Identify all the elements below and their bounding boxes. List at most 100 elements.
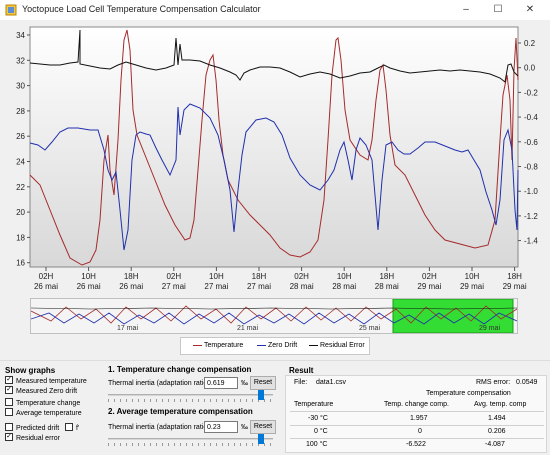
- x-axis-tick-date: 29 mai: [503, 282, 527, 291]
- checkbox-box[interactable]: [65, 423, 73, 431]
- overview-label: 21 mai: [237, 325, 258, 332]
- permille-unit: ‰: [241, 380, 248, 387]
- left-axis-tick-label: 26: [16, 132, 25, 141]
- overview-navigator[interactable]: 17 mai 21 mai 25 mai 29 mai: [30, 298, 518, 334]
- overview-selection[interactable]: [392, 298, 514, 334]
- result-title: Result: [289, 366, 314, 375]
- avg-temp-reset-button[interactable]: Reset: [250, 420, 276, 434]
- x-axis-tick-time: 02H: [166, 272, 181, 281]
- col-avg-temp: Avg. temp. comp: [474, 401, 527, 408]
- checkbox-box[interactable]: [5, 398, 13, 406]
- left-axis-tick-label: 16: [16, 259, 25, 268]
- checkbox-predicted-drift[interactable]: Predicted drift: [5, 423, 59, 434]
- legend-residual-error: Residual Error: [309, 342, 365, 349]
- checkbox-measured-temperature[interactable]: ✓ Measured temperature: [5, 376, 87, 385]
- left-axis-tick-label: 30: [16, 82, 25, 91]
- overview-residual-line: [30, 307, 518, 310]
- left-axis-tick-label: 18: [16, 233, 25, 242]
- x-axis-tick-time: 02H: [294, 272, 309, 281]
- right-axis-tick-label: 0.0: [524, 64, 536, 73]
- rms-label: RMS error:: [476, 379, 511, 386]
- right-axis-tick-label: -1.0: [524, 187, 538, 196]
- x-axis-tick-date: 27 mai: [204, 282, 228, 291]
- overview-drift-line: [30, 312, 518, 325]
- row-change: -6.522: [406, 441, 426, 448]
- maximize-button[interactable]: ☐: [493, 4, 503, 15]
- checkbox-f-prime[interactable]: f': [65, 423, 79, 434]
- table-divider: [290, 425, 544, 426]
- file-name: data1.csv: [316, 379, 346, 386]
- x-axis-tick-date: 26 mai: [119, 282, 143, 291]
- right-axis-tick-label: -0.2: [524, 88, 538, 97]
- checkbox-box[interactable]: [5, 408, 13, 416]
- checkbox-box[interactable]: ✓: [5, 376, 13, 384]
- slider-ticks: [108, 399, 273, 402]
- left-axis-tick-label: 24: [16, 158, 25, 167]
- row-avg: 1.494: [488, 415, 506, 422]
- col-temp-change: Temp. change comp.: [384, 401, 449, 408]
- temp-change-reset-button[interactable]: Reset: [250, 376, 276, 390]
- x-axis-tick-time: 18H: [252, 272, 267, 281]
- temp-change-inertia-input[interactable]: 0.619: [204, 377, 238, 389]
- x-axis-tick-date: 29 mai: [417, 282, 441, 291]
- row-temp: 0 °C: [314, 428, 328, 435]
- temperature-series-line: [29, 29, 519, 266]
- checkbox-box[interactable]: [5, 423, 13, 431]
- temp-change-slider-thumb[interactable]: [258, 390, 265, 400]
- plot-area: [29, 26, 519, 268]
- right-axis-tick-label: 0.2: [524, 39, 536, 48]
- checkbox-temperature-change[interactable]: Temperature change: [5, 398, 80, 409]
- checkbox-average-temperature[interactable]: Average temperature: [5, 408, 82, 419]
- x-axis-tick-date: 28 mai: [290, 282, 314, 291]
- left-axis-tick-label: 28: [16, 107, 25, 116]
- zero-drift-series-line: [29, 103, 519, 251]
- avg-temp-slider-thumb[interactable]: [258, 434, 265, 444]
- row-avg: 0.206: [488, 428, 506, 435]
- row-change: 0: [418, 428, 422, 435]
- x-axis-tick-date: 26 mai: [34, 282, 58, 291]
- right-axis-tick-label: -0.8: [524, 163, 538, 172]
- avg-temp-title: 2. Average temperature compensation: [108, 407, 253, 416]
- checkbox-box[interactable]: ✓: [5, 386, 13, 394]
- avg-temp-slider[interactable]: [108, 438, 273, 440]
- x-axis-tick-time: 02H: [422, 272, 437, 281]
- x-axis-tick-date: 28 mai: [375, 282, 399, 291]
- close-button[interactable]: ✕: [525, 4, 535, 15]
- x-axis-tick-date: 29 mai: [460, 282, 484, 291]
- divider: [0, 360, 550, 361]
- avg-temp-inertia-label: Thermal inertia (adaptation ratio):: [108, 424, 212, 431]
- x-axis-tick-date: 27 mai: [162, 282, 186, 291]
- left-axis-tick-label: 34: [16, 31, 25, 40]
- result-panel: File: data1.csv RMS error: 0.0549 Temper…: [285, 375, 547, 453]
- left-axis-tick-label: 20: [16, 208, 25, 217]
- residual-error-series-line: [29, 29, 519, 83]
- checkbox-measured-zero-drift[interactable]: ✓ Measured Zero drift: [5, 386, 78, 395]
- show-graphs-title: Show graphs: [5, 366, 56, 375]
- x-axis-tick-date: 27 mai: [247, 282, 271, 291]
- app-icon: [5, 4, 17, 16]
- row-temp: -30 °C: [308, 415, 328, 422]
- checkbox-residual-error[interactable]: ✓ Residual error: [5, 433, 60, 442]
- row-avg: -4.087: [485, 441, 505, 448]
- x-axis-tick-time: 18H: [124, 272, 139, 281]
- left-axis-tick-label: 22: [16, 183, 25, 192]
- x-axis-tick-time: 10H: [81, 272, 96, 281]
- x-axis-tick-time: 10H: [209, 272, 224, 281]
- title-bar: Yoctopuce Load Cell Temperature Compensa…: [0, 0, 550, 20]
- row-change: 1.957: [410, 415, 428, 422]
- row-temp: 100 °C: [306, 441, 328, 448]
- main-chart[interactable]: 34 32 30 28 26 24 22 20 18 16 0.2 0.0 -0.2 -0.4 -0.6 -…: [0, 20, 550, 295]
- minimize-button[interactable]: –: [463, 4, 469, 15]
- main-chart-svg[interactable]: 34 32 30 28 26 24 22 20 18 16 0.2 0.0 -0.2 -0.4 -0.6 -…: [0, 20, 550, 295]
- overview-svg[interactable]: 17 mai 21 mai 25 mai 29 mai: [30, 298, 518, 334]
- avg-temp-inertia-input[interactable]: 0.23: [204, 421, 238, 433]
- x-axis-tick-date: 28 mai: [332, 282, 356, 291]
- temp-change-slider[interactable]: [108, 394, 273, 396]
- temp-change-title: 1. Temperature change compensation: [108, 365, 252, 374]
- chart-legend: Temperature Zero Drift Residual Error: [180, 337, 370, 355]
- temp-change-inertia-label: Thermal inertia (adaptation ratio):: [108, 380, 212, 387]
- x-axis-tick-date: 26 mai: [77, 282, 101, 291]
- checkbox-box[interactable]: ✓: [5, 433, 13, 441]
- left-axis-tick-label: 32: [16, 56, 25, 65]
